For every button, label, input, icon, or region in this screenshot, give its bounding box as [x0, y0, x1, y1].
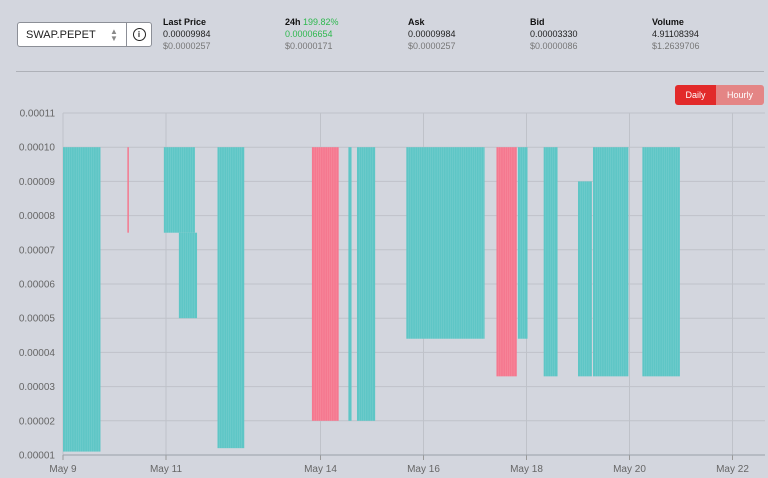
candle	[311, 147, 339, 421]
daily-button[interactable]: Daily	[675, 85, 716, 105]
candle	[356, 147, 376, 421]
y-tick-label: 0.00008	[19, 211, 56, 222]
stat-label: Volume	[652, 17, 684, 27]
stat-change: 199.82%	[303, 17, 339, 27]
stat-usd: $0.0000086	[530, 41, 578, 51]
stat-label: Ask	[408, 17, 425, 27]
stat-usd: $0.0000257	[163, 41, 211, 51]
candle	[163, 147, 195, 233]
y-tick-label: 0.00005	[19, 314, 56, 325]
stat-label: Last Price	[163, 17, 207, 27]
y-tick-label: 0.00009	[19, 177, 56, 188]
info-icon: i	[132, 28, 146, 41]
stat-value: 0.00009984	[163, 29, 211, 39]
y-tick-label: 0.00007	[19, 245, 56, 256]
y-tick-label: 0.00001	[19, 451, 56, 462]
stat-value: 0.00003330	[530, 29, 578, 39]
stat-volume: Volume 4.91108394 $1.2639706	[652, 16, 700, 52]
candle	[578, 181, 592, 377]
candle	[63, 147, 101, 452]
stat-bid: Bid 0.00003330 $0.0000086	[530, 16, 578, 52]
stat-value: 4.91108394	[652, 29, 699, 39]
x-tick-label: May 11	[150, 464, 182, 475]
stat-label: 24h	[285, 17, 301, 27]
x-tick-label: May 20	[613, 464, 646, 475]
x-tick-label: May 16	[407, 464, 440, 475]
stat-24h: 24h 199.82% 0.00006654 $0.0000171	[285, 16, 339, 52]
chevron-up-down-icon: ▲ ▼	[110, 26, 118, 43]
stat-usd: $1.2639706	[652, 41, 700, 51]
y-tick-label: 0.00010	[19, 143, 56, 154]
x-tick-label: May 18	[510, 464, 543, 475]
pair-info-button[interactable]: i	[126, 23, 151, 46]
stat-label: Bid	[530, 17, 545, 27]
x-tick-label: May 9	[49, 464, 77, 475]
pair-select-value: SWAP.PEPET	[26, 28, 96, 41]
header-divider	[16, 71, 764, 72]
hourly-button[interactable]: Hourly	[716, 85, 764, 105]
y-tick-label: 0.00002	[19, 416, 56, 427]
x-tick-label: May 14	[304, 464, 337, 475]
y-tick-label: 0.00006	[19, 280, 56, 291]
candle	[517, 147, 528, 339]
stat-last-price: Last Price 0.00009984 $0.0000257	[163, 16, 211, 52]
y-tick-label: 0.00004	[19, 348, 56, 359]
stat-ask: Ask 0.00009984 $0.0000257	[408, 16, 456, 52]
candle	[496, 147, 517, 377]
pair-select[interactable]: SWAP.PEPET ▲ ▼ i	[17, 22, 152, 47]
candle	[593, 147, 629, 377]
stat-usd: $0.0000171	[285, 41, 333, 51]
y-tick-label: 0.00003	[19, 382, 56, 393]
y-tick-label: 0.00011	[20, 109, 56, 120]
candle	[406, 147, 485, 339]
x-tick-label: May 22	[716, 464, 749, 475]
candle	[543, 147, 558, 377]
candle	[348, 147, 352, 421]
candle	[127, 147, 129, 233]
stat-value: 0.00009984	[408, 29, 456, 39]
interval-toggle: Daily Hourly	[675, 85, 764, 105]
stat-usd: $0.0000257	[408, 41, 456, 51]
candle	[217, 147, 245, 449]
stat-value: 0.00006654	[285, 29, 333, 39]
candle	[178, 232, 198, 319]
candle	[642, 147, 680, 377]
